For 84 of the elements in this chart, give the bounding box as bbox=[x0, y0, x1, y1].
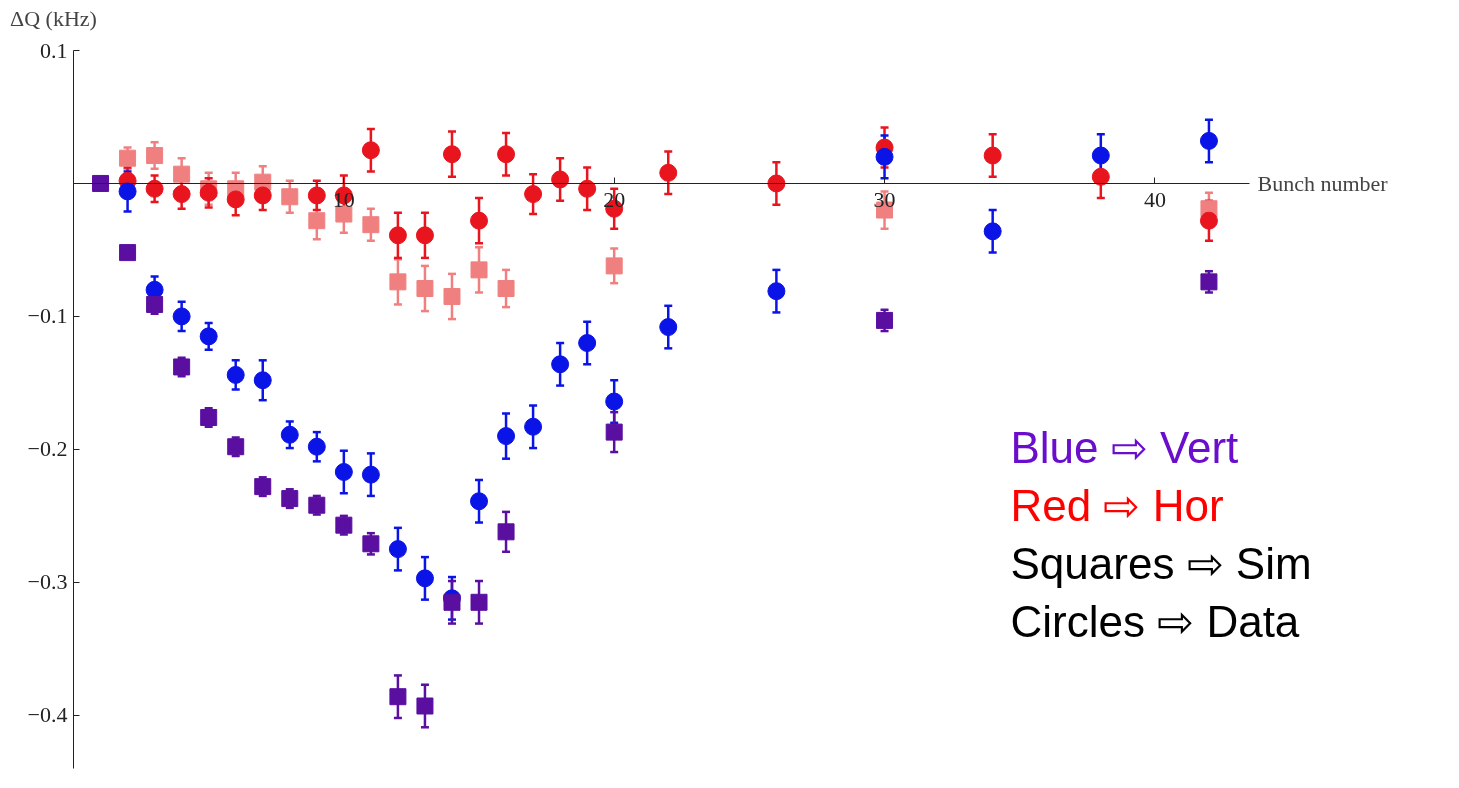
point bbox=[226, 190, 245, 209]
point bbox=[119, 244, 137, 262]
point bbox=[146, 295, 164, 313]
y-tick-label: −0.1 bbox=[27, 303, 68, 329]
point bbox=[1199, 211, 1218, 230]
point bbox=[361, 141, 380, 160]
annotation: Squares ⇨ Sim bbox=[1010, 539, 1312, 588]
point bbox=[280, 425, 299, 444]
x-tick-label: 40 bbox=[1143, 187, 1166, 213]
point bbox=[767, 282, 786, 301]
point bbox=[199, 183, 218, 202]
point bbox=[253, 186, 272, 205]
point bbox=[876, 311, 894, 329]
point bbox=[551, 170, 570, 189]
annotation: Blue ⇨ Vert bbox=[1010, 423, 1239, 472]
point bbox=[199, 327, 218, 346]
point bbox=[983, 222, 1002, 241]
point bbox=[254, 478, 272, 496]
point bbox=[389, 273, 407, 291]
point bbox=[605, 257, 623, 275]
point bbox=[172, 307, 191, 326]
point bbox=[200, 408, 218, 426]
point bbox=[497, 280, 515, 297]
point bbox=[172, 185, 191, 204]
point bbox=[92, 174, 110, 192]
point bbox=[442, 145, 461, 164]
point bbox=[659, 163, 678, 182]
point bbox=[307, 437, 326, 456]
point bbox=[415, 226, 434, 245]
point bbox=[767, 174, 786, 193]
point bbox=[578, 334, 597, 352]
point bbox=[551, 355, 570, 374]
point bbox=[659, 318, 678, 337]
point bbox=[388, 540, 407, 559]
point bbox=[1091, 167, 1110, 186]
point bbox=[1199, 131, 1218, 150]
point bbox=[173, 358, 191, 376]
point bbox=[416, 280, 434, 297]
point bbox=[361, 465, 380, 484]
point bbox=[226, 365, 245, 384]
y-tick-label: −0.4 bbox=[27, 702, 68, 728]
point bbox=[497, 145, 516, 164]
point bbox=[443, 287, 461, 305]
point bbox=[253, 371, 272, 390]
y-axis-title: ΔQ (kHz) bbox=[10, 5, 97, 31]
point bbox=[118, 182, 137, 201]
point bbox=[362, 535, 380, 553]
point bbox=[416, 697, 434, 715]
point bbox=[145, 179, 164, 198]
point bbox=[524, 417, 543, 436]
point bbox=[1091, 146, 1110, 165]
annotation: Circles ⇨ Data bbox=[1010, 597, 1300, 646]
point bbox=[470, 593, 488, 611]
point bbox=[524, 185, 543, 204]
point bbox=[497, 427, 516, 446]
y-tick-label: −0.2 bbox=[27, 436, 68, 462]
annotation: Red ⇨ Hor bbox=[1010, 481, 1224, 530]
point bbox=[578, 179, 597, 198]
point bbox=[173, 165, 191, 183]
point bbox=[334, 463, 353, 481]
point bbox=[389, 688, 407, 706]
point bbox=[470, 261, 488, 279]
point bbox=[497, 523, 515, 541]
point bbox=[415, 569, 434, 588]
point bbox=[470, 211, 489, 230]
point bbox=[875, 147, 894, 166]
point bbox=[443, 593, 461, 611]
y-tick-label: 0.1 bbox=[40, 37, 68, 63]
point bbox=[145, 280, 164, 299]
x-axis-title: Bunch number bbox=[1257, 170, 1389, 196]
point bbox=[307, 186, 326, 205]
point bbox=[227, 438, 245, 456]
point bbox=[470, 492, 489, 511]
point bbox=[119, 149, 137, 167]
point bbox=[983, 146, 1002, 165]
point bbox=[1200, 273, 1218, 291]
y-tick-label: −0.3 bbox=[27, 569, 68, 595]
point bbox=[146, 147, 164, 165]
point bbox=[308, 212, 326, 230]
point bbox=[362, 216, 380, 234]
point bbox=[281, 188, 299, 206]
point bbox=[605, 392, 624, 411]
point bbox=[388, 226, 407, 245]
point bbox=[605, 423, 623, 441]
